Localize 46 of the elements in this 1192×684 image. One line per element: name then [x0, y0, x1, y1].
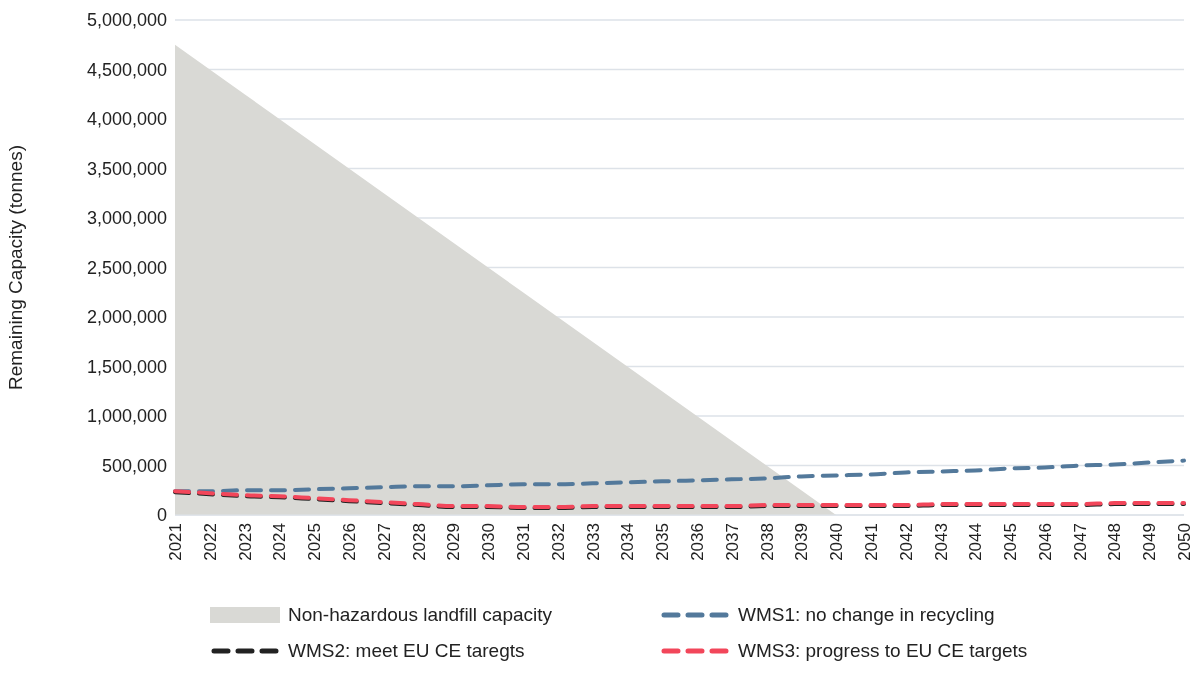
x-tick-label: 2042 [896, 523, 916, 561]
x-tick-label: 2025 [305, 523, 325, 561]
legend-label: WMS2: meet EU CE taregts [288, 640, 525, 662]
y-tick-label: 1,500,000 [86, 356, 167, 377]
x-tick-label: 2049 [1140, 523, 1160, 561]
x-tick-label: 2026 [340, 523, 360, 561]
x-tick-label: 2044 [966, 523, 986, 561]
x-tick-label: 2047 [1070, 523, 1090, 561]
x-tick-label: 2030 [479, 523, 499, 561]
x-tick-label: 2028 [409, 523, 429, 561]
y-tick-label: 4,000,000 [86, 109, 167, 130]
x-tick-label: 2024 [270, 523, 290, 561]
legend-label: WMS1: no change in recycling [738, 604, 995, 626]
x-tick-label: 2033 [583, 523, 603, 561]
y-tick-label: 0 [156, 505, 167, 526]
legend-label: WMS3: progress to EU CE targets [738, 640, 1028, 662]
x-tick-label: 2027 [374, 523, 394, 561]
y-tick-label: 2,000,000 [86, 307, 167, 328]
y-tick-label: 4,500,000 [86, 59, 167, 80]
x-tick-label: 2021 [166, 523, 186, 561]
x-tick-label: 2022 [200, 523, 220, 561]
x-tick-label: 2037 [722, 523, 742, 561]
x-tick-label: 2048 [1105, 523, 1125, 561]
x-tick-label: 2039 [792, 523, 812, 561]
legend-label: Non-hazardous landfill capacity [288, 604, 553, 626]
x-tick-label: 2029 [444, 523, 464, 561]
x-tick-label: 2050 [1175, 523, 1192, 561]
x-tick-label: 2035 [653, 523, 673, 561]
y-tick-label: 2,500,000 [86, 257, 167, 278]
x-tick-label: 2046 [1035, 523, 1055, 561]
x-tick-label: 2041 [861, 523, 881, 561]
y-axis-title: Remaining Capacity (tonnes) [4, 144, 26, 391]
x-tick-label: 2043 [931, 523, 951, 561]
x-tick-label: 2038 [757, 523, 777, 561]
y-tick-label: 3,000,000 [86, 208, 167, 229]
x-tick-label: 2036 [687, 523, 707, 561]
x-tick-label: 2031 [514, 523, 533, 561]
y-tick-label: 5,000,000 [86, 10, 167, 31]
x-tick-label: 2034 [618, 523, 638, 561]
y-tick-label: 1,000,000 [86, 406, 167, 427]
x-tick-label: 2032 [548, 523, 568, 561]
y-tick-label: 500,000 [101, 455, 167, 476]
x-tick-label: 2040 [827, 523, 847, 561]
x-tick-label: 2023 [235, 523, 255, 561]
x-tick-label: 2045 [1001, 523, 1021, 561]
y-tick-label: 3,500,000 [86, 158, 167, 179]
